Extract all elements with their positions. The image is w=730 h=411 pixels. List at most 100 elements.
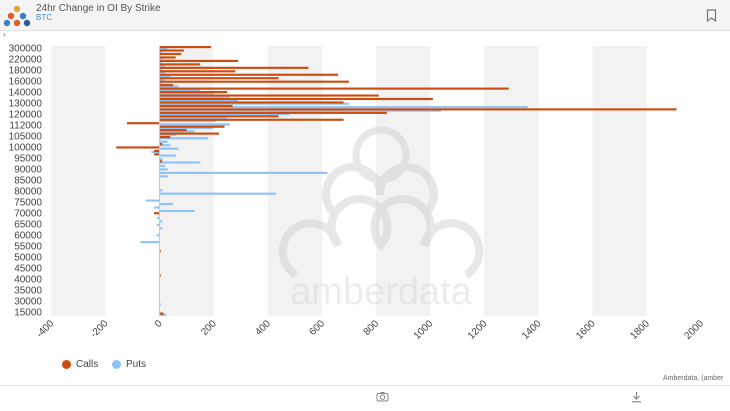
watermark-curve bbox=[322, 163, 438, 219]
y-tick-label: 45000 bbox=[14, 264, 42, 275]
bar-puts bbox=[159, 189, 163, 192]
x-tick-label: 0 bbox=[153, 318, 165, 330]
bar-puts bbox=[159, 116, 228, 119]
bar-calls bbox=[159, 49, 184, 52]
bar-puts bbox=[159, 147, 179, 150]
y-tick-label: 90000 bbox=[14, 165, 42, 176]
bar-calls bbox=[159, 91, 228, 94]
x-tick-label: 800 bbox=[362, 318, 382, 338]
x-tick-label: 1600 bbox=[574, 318, 598, 342]
bookmark-icon[interactable] bbox=[706, 9, 717, 22]
bar-calls bbox=[159, 80, 349, 83]
bar-calls bbox=[159, 46, 211, 49]
bar-puts bbox=[159, 57, 164, 60]
bar-puts bbox=[156, 234, 160, 237]
y-tick-label: 75000 bbox=[14, 198, 42, 209]
legend-puts-swatch bbox=[112, 360, 121, 369]
bar-calls bbox=[159, 118, 344, 121]
bar-puts bbox=[159, 95, 230, 98]
grid-band bbox=[51, 46, 106, 316]
chart-credit[interactable]: Amberdata, (amber bbox=[663, 375, 724, 382]
x-tick-label: 1400 bbox=[520, 318, 544, 342]
bar-puts bbox=[159, 209, 195, 213]
y-tick-label: 300000 bbox=[9, 44, 43, 55]
legend-puts-label: Puts bbox=[126, 359, 147, 370]
bar-calls bbox=[116, 146, 160, 149]
camera-icon[interactable] bbox=[376, 391, 389, 402]
bar-calls bbox=[154, 149, 160, 152]
bar-puts bbox=[159, 85, 179, 88]
bar-puts bbox=[159, 88, 201, 91]
bar-puts bbox=[159, 102, 349, 105]
bar-calls bbox=[154, 212, 160, 215]
grid-band bbox=[592, 46, 647, 316]
amberdata-logo-icon bbox=[3, 5, 31, 27]
legend-item-puts[interactable]: Puts bbox=[112, 359, 146, 370]
bar-puts bbox=[159, 109, 442, 112]
watermark-curve bbox=[278, 195, 484, 279]
y-tick-label: 100000 bbox=[9, 143, 43, 154]
bar-calls bbox=[159, 77, 279, 80]
legend-calls-swatch bbox=[62, 360, 71, 369]
bar-calls bbox=[159, 104, 233, 107]
bar-puts bbox=[154, 206, 160, 209]
bar-puts bbox=[159, 220, 163, 223]
bar-puts bbox=[156, 216, 160, 219]
bar-puts bbox=[159, 154, 176, 157]
bar-calls bbox=[159, 136, 171, 139]
bar-calls bbox=[159, 160, 163, 163]
bar-calls bbox=[159, 142, 163, 146]
bar-puts bbox=[159, 47, 168, 50]
bar-calls bbox=[159, 94, 379, 97]
bar-puts bbox=[159, 130, 195, 133]
bar-puts bbox=[159, 78, 165, 81]
oi-strike-chart: amberdata 300000220000180000160000140000… bbox=[9, 44, 707, 342]
chart-title: 24hr Change in OI By Strike bbox=[36, 3, 161, 14]
bar-calls bbox=[159, 125, 225, 128]
bar-puts bbox=[159, 313, 167, 316]
y-tick-label: 140000 bbox=[9, 88, 43, 99]
bar-calls bbox=[159, 59, 239, 62]
bar-calls bbox=[159, 97, 433, 101]
x-tick-label: 400 bbox=[253, 318, 273, 338]
bar-calls bbox=[159, 111, 387, 114]
bar-puts bbox=[159, 133, 176, 136]
bar-calls bbox=[159, 129, 187, 132]
bar-puts bbox=[159, 164, 165, 168]
y-tick-label: 80000 bbox=[14, 187, 42, 198]
bar-puts bbox=[159, 202, 174, 206]
download-icon[interactable] bbox=[631, 391, 642, 403]
x-tick-label: 1200 bbox=[466, 318, 490, 342]
bar-calls bbox=[159, 312, 164, 315]
bar-calls bbox=[159, 63, 201, 66]
bar-calls bbox=[159, 56, 176, 59]
y-tick-label: 70000 bbox=[14, 209, 42, 220]
bar-puts bbox=[159, 161, 201, 164]
bar-calls bbox=[154, 153, 160, 156]
chevron-right-icon[interactable]: › bbox=[3, 30, 6, 39]
bar-puts bbox=[159, 157, 163, 161]
bar-puts bbox=[159, 192, 276, 195]
y-tick-label: 112000 bbox=[9, 121, 42, 132]
grid-band bbox=[484, 46, 539, 316]
bar-calls bbox=[159, 101, 344, 104]
bar-calls bbox=[159, 250, 161, 253]
bar-puts bbox=[159, 61, 163, 64]
bar-puts bbox=[159, 119, 217, 123]
bar-calls bbox=[159, 274, 161, 277]
y-tick-label: 60000 bbox=[14, 231, 42, 242]
bar-calls bbox=[159, 52, 182, 56]
bar-puts bbox=[140, 241, 160, 244]
x-tick-label: 1800 bbox=[628, 318, 652, 342]
y-tick-label: 15000 bbox=[14, 308, 42, 319]
legend-item-calls[interactable]: Calls bbox=[62, 359, 98, 370]
asset-label: BTC bbox=[36, 13, 52, 22]
y-tick-label: 120000 bbox=[9, 110, 43, 121]
bar-puts bbox=[159, 106, 528, 109]
bar-calls bbox=[159, 132, 220, 135]
y-tick-label: 130000 bbox=[9, 99, 43, 110]
bar-calls bbox=[159, 73, 339, 76]
x-tick-label: -400 bbox=[34, 318, 56, 340]
bar-puts bbox=[151, 151, 160, 154]
bar-calls bbox=[159, 66, 309, 69]
